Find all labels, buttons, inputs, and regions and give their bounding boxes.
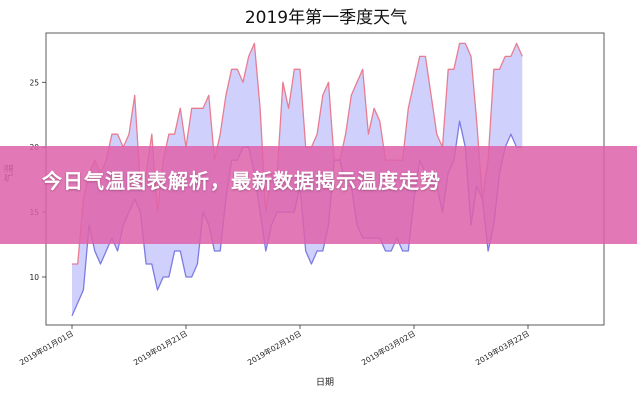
x-tick-label: 2019年01月01日 <box>17 328 75 367</box>
x-axis-ticks: 2019年01月01日 2019年01月21日 2019年02月10日 2019年03… <box>17 325 531 367</box>
x-tick-label: 2019年03月02日 <box>359 328 417 367</box>
chart-title: 2019年第一季度天气 <box>245 8 407 28</box>
x-tick-label: 2019年02月10日 <box>245 328 303 367</box>
x-tick-label: 2019年03月22日 <box>473 328 531 367</box>
y-tick-label: 10 <box>29 273 39 282</box>
x-tick-label: 2019年01月21日 <box>131 328 189 367</box>
headline-banner <box>0 146 637 244</box>
headline-text: 今日气温图表解析，最新数据揭示温度走势 <box>42 169 441 193</box>
y-tick-label: 25 <box>29 78 39 87</box>
x-axis-label: 日期 <box>316 377 334 388</box>
